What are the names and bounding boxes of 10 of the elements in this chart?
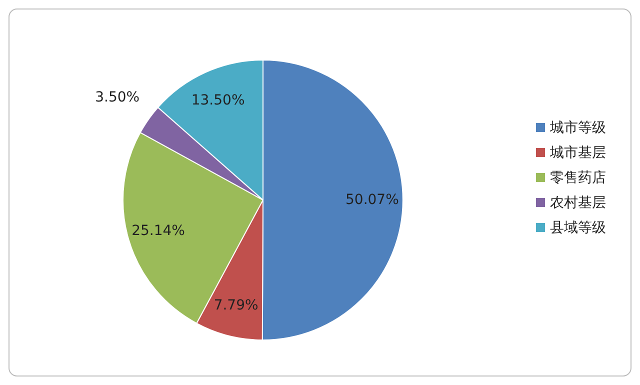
data-label: 7.79% (214, 298, 258, 314)
legend-label: 农村基层 (550, 194, 606, 211)
data-label: 50.07% (346, 192, 399, 208)
legend-label: 城市等级 (549, 120, 606, 136)
legend-label: 零售药店 (550, 170, 606, 186)
data-label: 25.14% (132, 222, 185, 239)
data-label: 13.50% (191, 92, 245, 108)
data-label: 3.50% (95, 89, 140, 106)
legend-label: 城市基层 (549, 144, 606, 161)
legend-label: 县域等级 (550, 220, 606, 236)
